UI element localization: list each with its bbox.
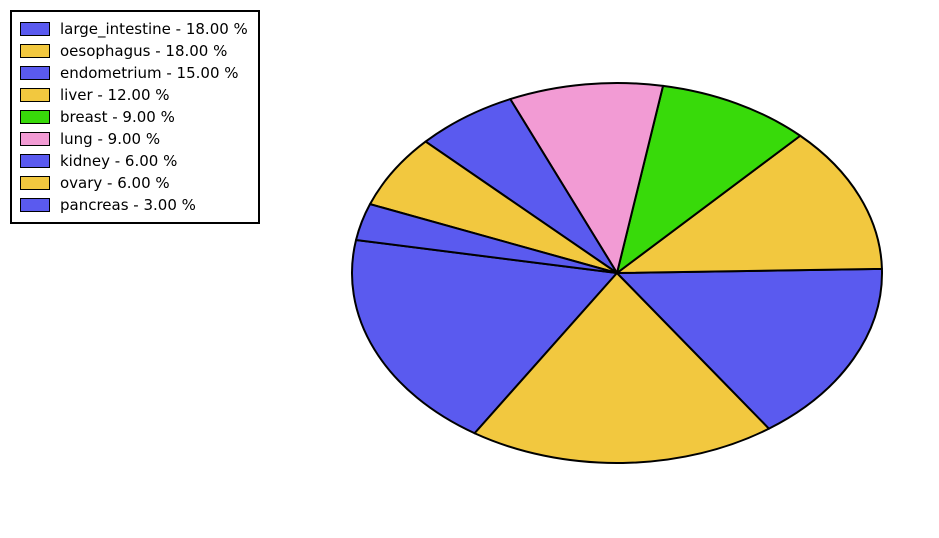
pie-chart: 1818151299663 — [0, 0, 939, 538]
